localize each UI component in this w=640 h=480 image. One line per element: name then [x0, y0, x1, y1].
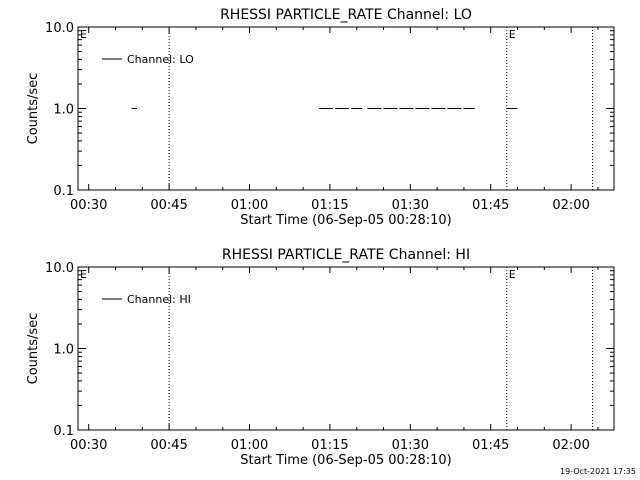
- y-tick-label: 1.0: [53, 103, 74, 118]
- y-tick-label: 10.0: [45, 21, 74, 36]
- x-tick-label: 00:30: [70, 438, 107, 453]
- x-tick-label: 01:30: [392, 438, 429, 453]
- footer-timestamp: 19-Oct-2021 17:35: [560, 467, 636, 476]
- y-tick-label: 0.1: [53, 184, 74, 199]
- event-annotation: E: [80, 28, 87, 41]
- x-tick-label: 01:45: [472, 438, 509, 453]
- x-tick-label: 01:45: [472, 198, 509, 213]
- chart-title: RHESSI PARTICLE_RATE Channel: LO: [220, 7, 472, 23]
- x-tick-label: 00:45: [150, 198, 187, 213]
- x-tick-label: 01:00: [231, 198, 268, 213]
- x-tick-label: 00:30: [70, 198, 107, 213]
- y-tick-label: 10.0: [45, 261, 74, 276]
- chart-panel-hi: RHESSI PARTICLE_RATE Channel: HI 00:30 00:…: [26, 247, 615, 468]
- x-tick-label: 02:00: [552, 198, 589, 213]
- y-axis-label: Counts/sec: [26, 313, 41, 385]
- event-annotation: E: [80, 268, 87, 281]
- y-tick-label: 1.0: [53, 343, 74, 358]
- x-tick-label: 01:30: [392, 198, 429, 213]
- chart-title: RHESSI PARTICLE_RATE Channel: HI: [222, 247, 470, 263]
- x-tick-label: 01:15: [311, 438, 348, 453]
- x-tick-label: 01:15: [311, 198, 348, 213]
- x-axis-label: Start Time (06-Sep-05 00:28:10): [240, 213, 451, 228]
- x-tick-label: 00:45: [150, 438, 187, 453]
- x-tick-label: 02:00: [552, 438, 589, 453]
- legend-label: Channel: HI: [127, 293, 191, 306]
- x-tick-label: 01:00: [231, 438, 268, 453]
- y-tick-label: 0.1: [53, 424, 74, 439]
- legend-label: Channel: LO: [127, 53, 194, 66]
- y-axis-label: Counts/sec: [26, 73, 41, 145]
- x-axis-label: Start Time (06-Sep-05 00:28:10): [240, 453, 451, 468]
- chart-panel-lo: RHESSI PARTICLE_RATE Channel: LO 00:30 00:…: [26, 7, 615, 228]
- event-annotation: E: [509, 28, 516, 41]
- event-annotation: E: [509, 268, 516, 281]
